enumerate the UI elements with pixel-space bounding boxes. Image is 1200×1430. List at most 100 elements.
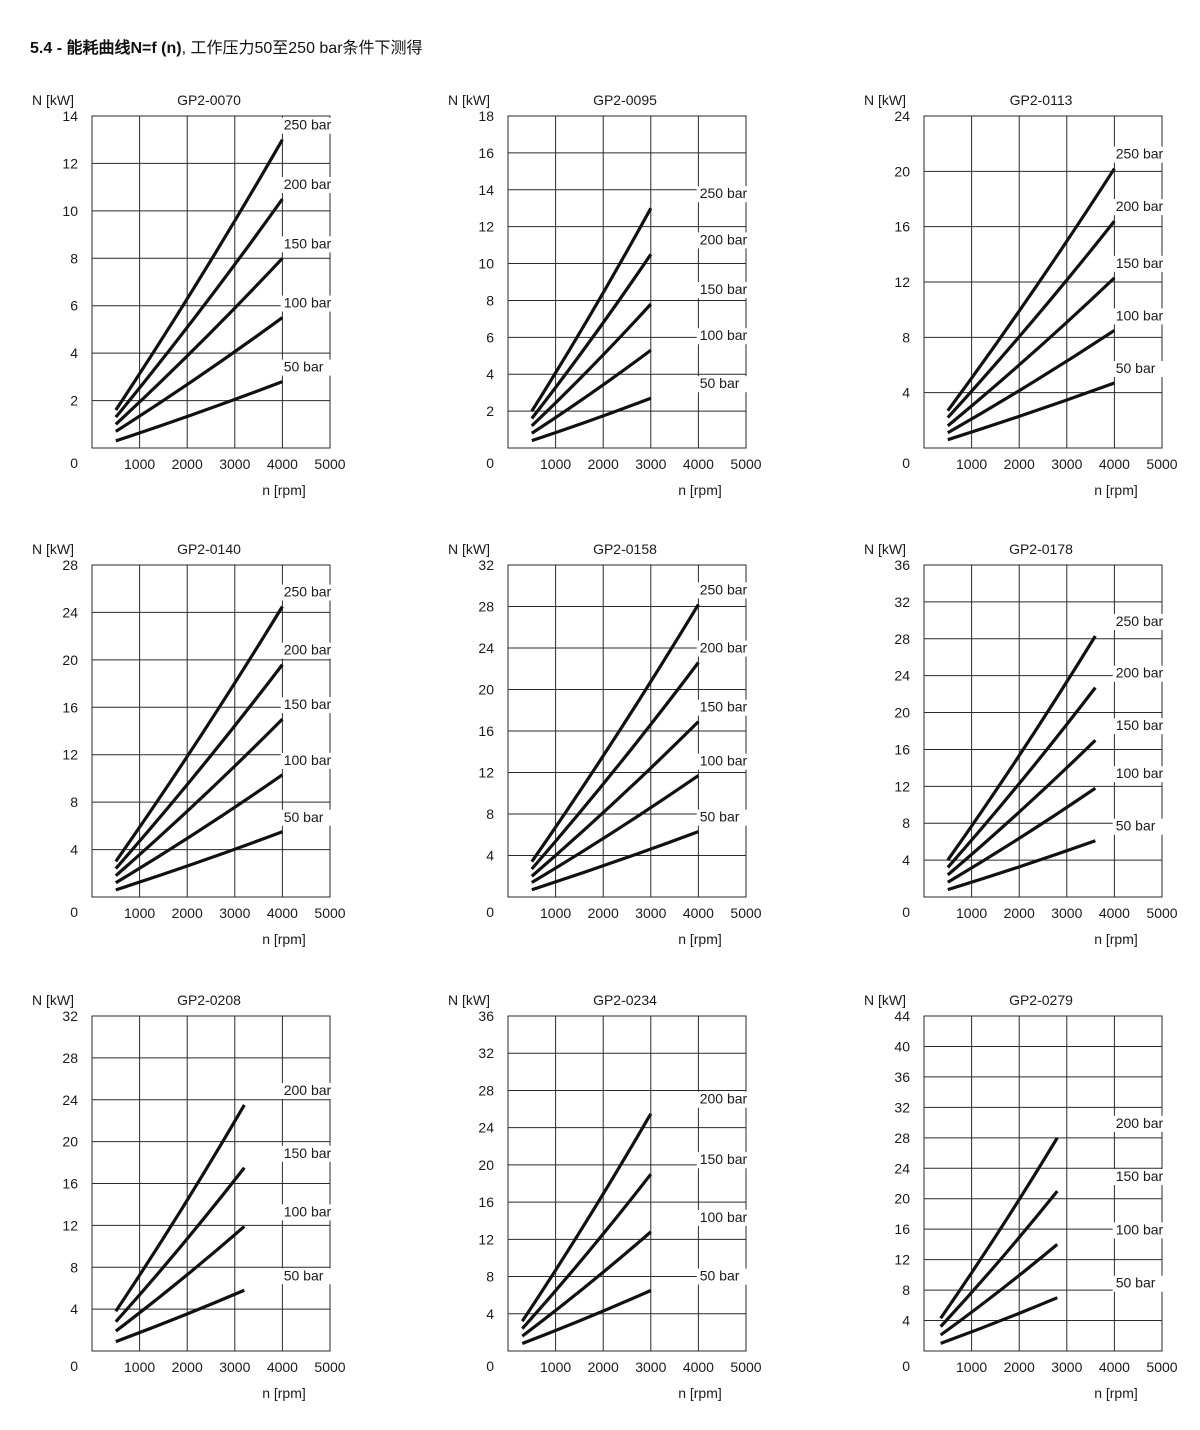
origin-label: 0 <box>902 1358 910 1374</box>
series-line-1 <box>114 1104 246 1313</box>
series-line-4 <box>114 773 284 885</box>
y-tick-label: 8 <box>902 1282 910 1298</box>
series-label-1: 250 bar <box>700 185 748 201</box>
y-tick-label: 32 <box>894 594 910 610</box>
y-tick-label: 12 <box>62 155 78 171</box>
y-tick-label: 36 <box>894 557 910 573</box>
series-label-4: 100 bar <box>1116 765 1164 781</box>
y-tick-label: 12 <box>478 765 494 781</box>
series-line-2 <box>530 253 653 420</box>
x-tick-label: 4000 <box>1099 1359 1130 1375</box>
series-line-1 <box>530 603 700 863</box>
series-line-5 <box>947 381 1115 442</box>
series-label-bg <box>696 1152 753 1169</box>
x-axis-label: n [rpm] <box>1094 931 1138 947</box>
x-tick-label: 1000 <box>124 1359 155 1375</box>
x-axis-label: n [rpm] <box>678 482 722 498</box>
y-tick-label: 4 <box>70 842 78 858</box>
y-tick-label: 24 <box>894 1160 910 1176</box>
series-label-bg <box>696 282 753 299</box>
series-label-bg <box>1112 1169 1169 1186</box>
x-tick-label: 5000 <box>1146 456 1177 472</box>
y-axis-label: N [kW] <box>32 992 74 1008</box>
x-tick-label: 2000 <box>588 456 619 472</box>
series-line-4 <box>946 786 1097 884</box>
series-label-bg <box>1112 146 1169 163</box>
x-tick-label: 5000 <box>314 1359 345 1375</box>
series-label-5: 50 bar <box>284 809 324 825</box>
series-label-bg <box>696 186 753 203</box>
y-tick-label: 28 <box>62 1050 78 1066</box>
series-line-3 <box>521 1230 652 1338</box>
y-tick-label: 16 <box>894 1221 910 1237</box>
series-line-3 <box>946 739 1097 877</box>
y-tick-label: 8 <box>902 815 910 831</box>
y-tick-label: 8 <box>486 292 494 308</box>
y-tick-label: 24 <box>478 1120 494 1136</box>
y-axis-label: N [kW] <box>448 992 490 1008</box>
series-label-1: 250 bar <box>700 581 748 597</box>
series-label-bg <box>1112 199 1169 216</box>
series-label-bg <box>1112 718 1169 735</box>
series-label-bg <box>696 640 753 657</box>
y-axis-label: N [kW] <box>32 541 74 557</box>
series-label-4: 50 bar <box>700 1268 740 1284</box>
series-label-bg <box>1112 1115 1169 1132</box>
x-tick-label: 4000 <box>683 456 714 472</box>
x-tick-label: 4000 <box>683 1359 714 1375</box>
chart-2: 250 bar 200 bar 150 bar 100 bar 50 bar 2 4 6 8 10… <box>448 92 762 498</box>
series-label-5: 50 bar <box>700 375 740 391</box>
y-tick-label: 8 <box>486 806 494 822</box>
series-label-bg <box>280 236 337 253</box>
x-tick-label: 3000 <box>219 905 250 921</box>
y-tick-label: 4 <box>486 848 494 864</box>
origin-label: 0 <box>902 455 910 471</box>
x-tick-label: 1000 <box>956 905 987 921</box>
series-label-bg <box>696 1268 753 1285</box>
series-label-bg <box>280 584 337 601</box>
series-line-4 <box>115 1288 245 1344</box>
series-line-5 <box>947 839 1096 892</box>
y-axis-label: N [kW] <box>448 541 490 557</box>
page-heading-bold: 5.4 - 能耗曲线N=f (n) <box>30 40 182 57</box>
series-label-5: 50 bar <box>700 809 740 825</box>
series-line-4 <box>940 1296 1058 1345</box>
x-tick-label: 4000 <box>1099 905 1130 921</box>
y-tick-label: 16 <box>62 699 78 715</box>
y-tick-label: 16 <box>894 741 910 757</box>
series-label-1: 200 bar <box>700 1091 748 1107</box>
series-line-2 <box>530 661 700 871</box>
y-tick-label: 28 <box>478 1082 494 1098</box>
series-line-1 <box>520 1112 653 1323</box>
origin-label: 0 <box>486 904 494 920</box>
y-tick-label: 20 <box>894 705 910 721</box>
x-axis-label: n [rpm] <box>262 482 306 498</box>
x-tick-label: 5000 <box>730 905 761 921</box>
series-line-2 <box>114 663 284 870</box>
series-label-bg <box>696 1091 753 1108</box>
series-label-bg <box>280 809 337 826</box>
x-tick-label: 3000 <box>1051 1359 1082 1375</box>
y-tick-label: 12 <box>478 1231 494 1247</box>
y-tick-label: 12 <box>894 778 910 794</box>
series-label-bg <box>696 582 753 599</box>
y-tick-label: 10 <box>478 256 494 272</box>
x-tick-label: 4000 <box>267 1359 298 1375</box>
y-tick-label: 4 <box>902 385 910 401</box>
y-tick-label: 12 <box>478 219 494 235</box>
series-line-4 <box>530 774 700 884</box>
x-tick-label: 1000 <box>124 456 155 472</box>
series-label-bg <box>1112 308 1169 325</box>
chart-title: GP2-0234 <box>593 992 657 1008</box>
y-tick-label: 14 <box>62 108 78 124</box>
series-label-4: 100 bar <box>284 295 332 311</box>
y-tick-label: 4 <box>486 1306 494 1322</box>
series-label-bg <box>696 328 753 345</box>
series-label-4: 100 bar <box>700 327 748 343</box>
x-tick-label: 4000 <box>267 456 298 472</box>
series-line-3 <box>939 1243 1059 1337</box>
chart-title: GP2-0208 <box>177 992 241 1008</box>
series-label-bg <box>280 1204 337 1221</box>
series-label-3: 150 bar <box>284 696 332 712</box>
origin-label: 0 <box>70 1358 78 1374</box>
